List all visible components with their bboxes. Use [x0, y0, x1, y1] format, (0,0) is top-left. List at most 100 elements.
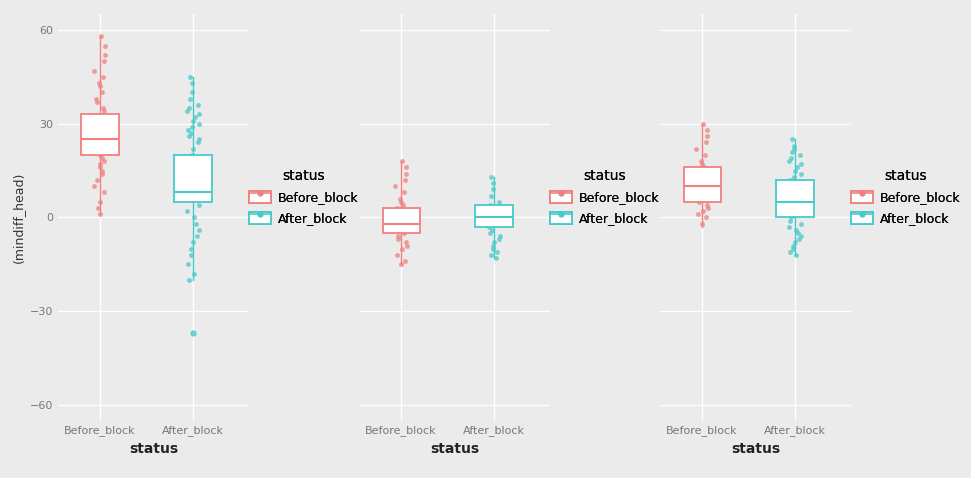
Point	[88, 95, 104, 103]
Point	[190, 101, 206, 109]
Bar	[383, 208, 419, 233]
Point	[184, 88, 200, 96]
Point	[486, 179, 501, 187]
Point	[486, 185, 501, 193]
Point	[786, 179, 801, 187]
Point	[188, 163, 204, 171]
Point	[181, 183, 196, 190]
Point	[97, 157, 113, 165]
Point	[792, 189, 808, 196]
Point	[191, 201, 207, 209]
Point	[793, 220, 809, 228]
Point	[699, 179, 715, 187]
Point	[95, 126, 111, 134]
Point	[86, 183, 102, 190]
Point	[698, 183, 714, 190]
Point	[185, 145, 201, 152]
Point	[390, 232, 406, 240]
Point	[491, 198, 507, 206]
Y-axis label: (mindiff_pelvis): (mindiff_pelvis)	[313, 169, 325, 266]
Point	[87, 123, 103, 130]
Point	[97, 114, 113, 121]
Point	[782, 176, 797, 184]
Point	[397, 220, 413, 228]
Point	[787, 198, 802, 206]
Point	[791, 236, 807, 243]
Point	[96, 57, 112, 65]
Point	[394, 157, 410, 165]
Point	[782, 248, 797, 256]
Point	[398, 170, 414, 177]
Point	[184, 157, 200, 165]
Point	[483, 173, 498, 181]
Point	[89, 129, 105, 137]
Point	[399, 242, 415, 250]
Bar	[476, 205, 513, 227]
Point	[182, 73, 197, 81]
Point	[184, 151, 199, 159]
Point	[691, 198, 707, 206]
Point	[183, 95, 198, 103]
Point	[786, 242, 801, 250]
Point	[93, 142, 109, 150]
Point	[784, 136, 799, 143]
Point	[90, 79, 106, 87]
Point	[387, 183, 403, 190]
Point	[391, 195, 407, 203]
Point	[184, 123, 199, 130]
Point	[697, 192, 713, 199]
Point	[184, 129, 199, 137]
Point	[695, 207, 711, 215]
Point	[790, 201, 806, 209]
Point	[787, 145, 802, 152]
Point	[389, 251, 405, 259]
Point	[185, 239, 201, 246]
Point	[94, 170, 110, 177]
Point	[700, 204, 716, 212]
Point	[786, 245, 801, 252]
Point	[86, 67, 102, 75]
Point	[783, 210, 798, 218]
Point	[492, 207, 508, 215]
Point	[95, 73, 111, 81]
Point	[787, 167, 803, 174]
Point	[86, 120, 102, 128]
Bar	[777, 180, 814, 217]
Point	[788, 207, 804, 215]
Point	[492, 217, 508, 225]
Point	[97, 42, 113, 49]
Point	[94, 88, 110, 96]
Point	[191, 136, 207, 143]
Point	[793, 170, 809, 177]
Point	[182, 189, 197, 196]
Point	[98, 139, 114, 146]
Point	[698, 139, 714, 146]
Bar	[175, 155, 212, 202]
Point	[484, 192, 499, 199]
Point	[486, 245, 501, 252]
Point	[782, 223, 797, 231]
Point	[92, 210, 108, 218]
X-axis label: status: status	[129, 442, 178, 456]
Point	[390, 207, 406, 215]
Point	[191, 110, 207, 118]
Point	[181, 132, 196, 140]
Point	[695, 120, 711, 128]
Point	[186, 176, 202, 184]
Point	[92, 161, 108, 168]
Point	[690, 210, 706, 218]
Point	[184, 251, 199, 259]
Point	[486, 239, 502, 246]
Point	[89, 98, 105, 106]
Point	[186, 270, 202, 278]
Point	[691, 195, 707, 203]
Point	[696, 163, 712, 171]
Point	[483, 201, 498, 209]
Point	[793, 185, 809, 193]
Point	[398, 239, 414, 246]
Point	[699, 126, 715, 134]
Point	[792, 151, 808, 159]
Point	[699, 132, 715, 140]
Point	[492, 232, 508, 240]
Point	[793, 161, 809, 168]
